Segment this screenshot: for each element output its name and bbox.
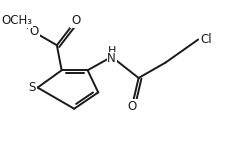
- Text: Cl: Cl: [199, 33, 211, 46]
- Text: N: N: [107, 52, 116, 65]
- Text: OCH₃: OCH₃: [1, 14, 32, 27]
- Text: O: O: [29, 25, 38, 38]
- Text: O: O: [127, 100, 136, 113]
- Text: O: O: [71, 14, 80, 27]
- Text: S: S: [28, 81, 35, 94]
- Text: H: H: [107, 46, 115, 56]
